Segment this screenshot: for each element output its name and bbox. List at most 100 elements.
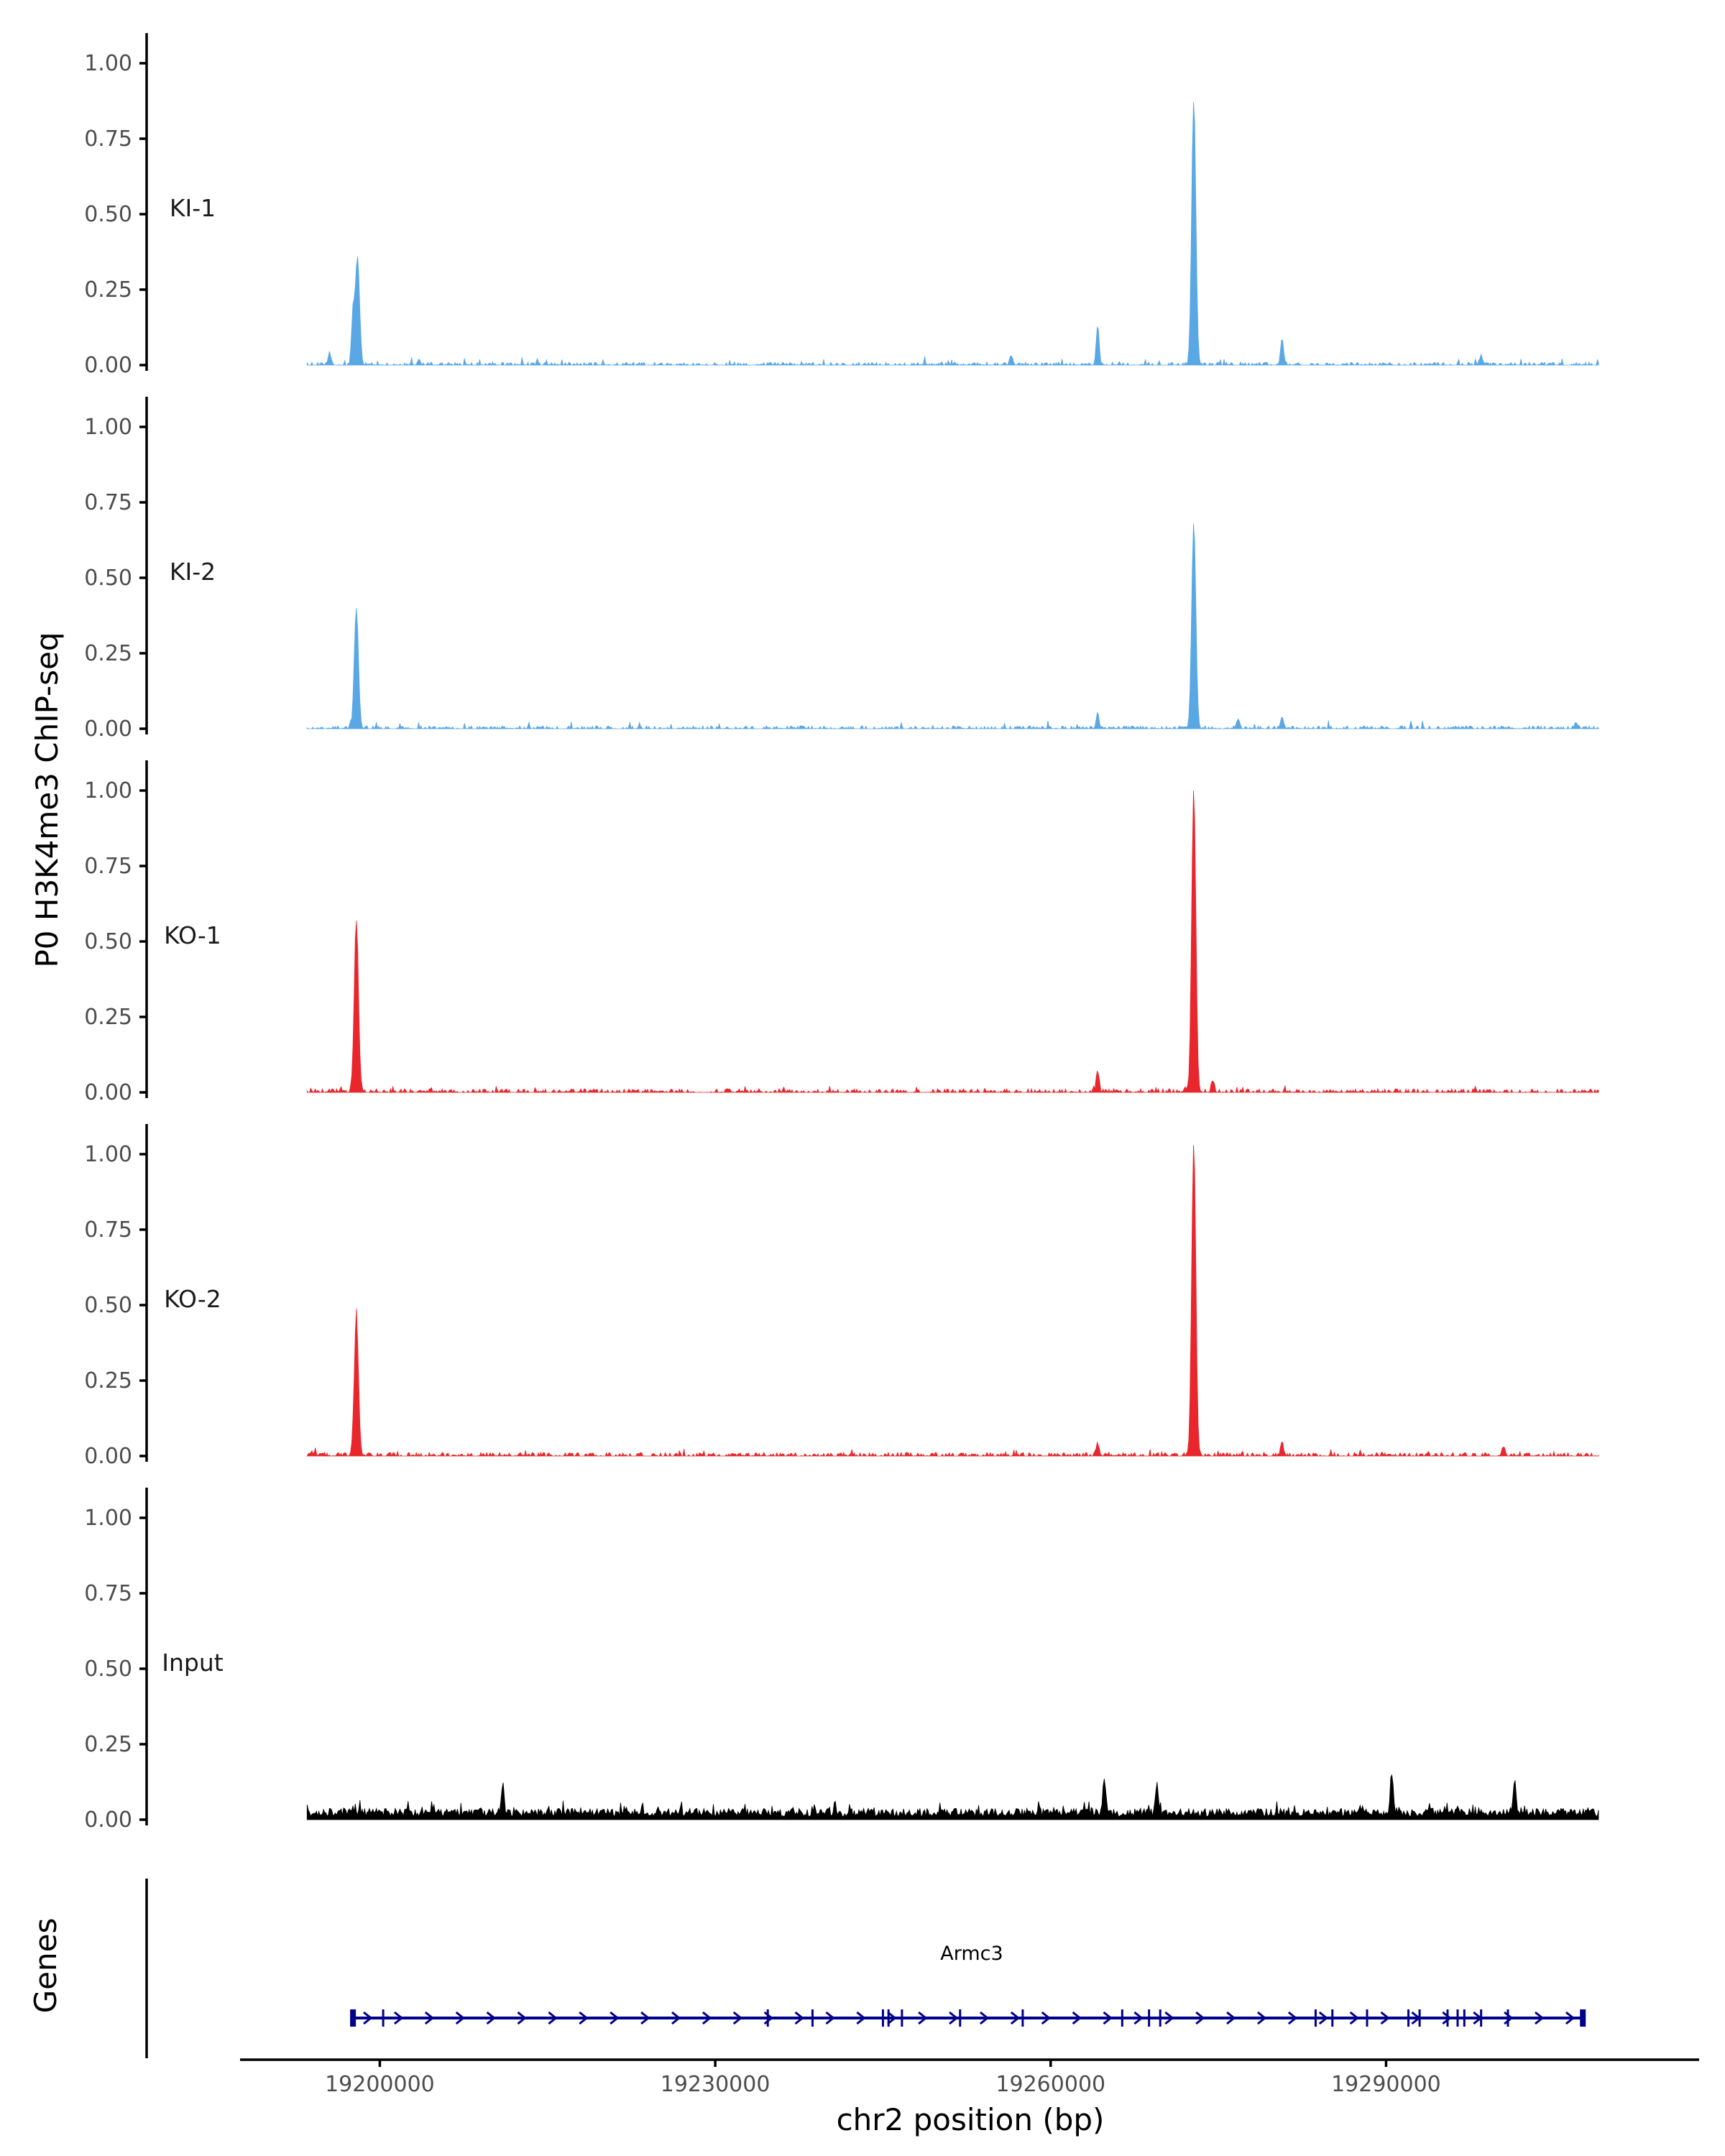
track-ko-1: 0.00 0.25 0.50 0.75 1.00 KO-1 <box>84 760 1599 1105</box>
y-tick-label: 0.25 <box>84 1005 132 1030</box>
strand-arrow <box>363 2011 373 2025</box>
strand-arrow <box>671 2011 681 2025</box>
strand-arrow <box>856 2011 866 2025</box>
signal-area <box>306 1145 1599 1457</box>
strand-arrow <box>887 2011 897 2025</box>
strand-arrow <box>1226 2011 1236 2025</box>
track-input: 0.00 0.25 0.50 0.75 1.00 Input <box>84 1488 1599 1833</box>
exon <box>959 2009 962 2027</box>
y-tick-label: 0.50 <box>84 1657 132 1682</box>
y-tick-label: 0.50 <box>84 202 132 227</box>
y-tick-label: 0.25 <box>84 277 132 303</box>
strand-arrow <box>455 2011 466 2025</box>
exon <box>1366 2009 1368 2027</box>
signal-area <box>306 101 1599 367</box>
y-tick-label: 0.75 <box>84 1217 132 1243</box>
x-axis: chr2 position (bp) 19200000 19230000 19260… <box>240 2058 1699 2137</box>
track-ki-2: 0.00 0.25 0.50 0.75 1.00 KI-2 <box>84 397 1599 742</box>
y-tick-label: 0.25 <box>84 1732 132 1757</box>
y-axis-title: P0 H3K4me3 ChIP-seq <box>29 632 65 967</box>
exon <box>1463 2009 1466 2027</box>
exon <box>1331 2009 1334 2027</box>
strand-arrow <box>640 2011 650 2025</box>
strand-arrow <box>1103 2011 1113 2025</box>
signal-area <box>306 523 1599 730</box>
track-label: Input <box>162 1649 224 1677</box>
y-tick-label: 0.50 <box>84 929 132 954</box>
track-label: KI-1 <box>170 194 216 222</box>
genes-panel-title: Genes <box>28 1918 63 2014</box>
strand-arrow <box>1041 2011 1052 2025</box>
y-tick-label: 0.50 <box>84 1293 132 1318</box>
strand-arrow <box>1565 2011 1576 2025</box>
strand-arrow <box>732 2011 743 2025</box>
y-tick-label: 1.00 <box>84 51 132 76</box>
y-tick-label: 0.75 <box>84 1581 132 1606</box>
y-tick-label: 0.75 <box>84 490 132 515</box>
gene-label: Armc3 <box>940 1943 1003 1965</box>
exon <box>1446 2009 1449 2027</box>
strand-arrow <box>486 2011 496 2025</box>
strand-arrow <box>763 2011 774 2025</box>
exon <box>1314 2009 1317 2027</box>
x-tick-label: 19260000 <box>995 2072 1105 2097</box>
track-label: KO-2 <box>164 1285 221 1313</box>
strand-arrow <box>1380 2011 1390 2025</box>
exon <box>901 2009 903 2027</box>
exon <box>1148 2009 1151 2027</box>
strand-arrow <box>610 2011 620 2025</box>
y-tick-label: 0.00 <box>84 353 132 378</box>
x-tick-label: 19230000 <box>661 2072 770 2097</box>
y-tick-label: 1.00 <box>84 1506 132 1531</box>
strand-arrow <box>393 2011 404 2025</box>
exon <box>887 2009 890 2027</box>
exon <box>1121 2009 1123 2027</box>
exon <box>1506 2009 1509 2027</box>
strand-arrow <box>1072 2011 1082 2025</box>
y-tick-label: 0.00 <box>84 1080 132 1105</box>
strand-arrow <box>1164 2011 1174 2025</box>
y-tick-label: 0.75 <box>84 126 132 152</box>
exon <box>1407 2009 1410 2027</box>
y-tick-label: 0.25 <box>84 1368 132 1393</box>
x-axis-title: chr2 position (bp) <box>837 2102 1105 2137</box>
strand-arrow <box>1442 2011 1452 2025</box>
strand-arrow <box>702 2011 712 2025</box>
exon <box>766 2009 769 2027</box>
x-tick-label: 19290000 <box>1331 2072 1441 2097</box>
y-tick-label: 1.00 <box>84 1142 132 1167</box>
strand-arrow <box>1133 2011 1144 2025</box>
y-tick-label: 0.50 <box>84 566 132 591</box>
strand-arrow <box>1318 2011 1329 2025</box>
y-tick-label: 0.00 <box>84 1807 132 1833</box>
gene-model <box>350 2009 1586 2027</box>
y-tick-label: 0.75 <box>84 854 132 879</box>
strand-arrow <box>579 2011 589 2025</box>
strand-arrow <box>949 2011 959 2025</box>
strand-arrow <box>1349 2011 1360 2025</box>
y-tick-label: 1.00 <box>84 415 132 440</box>
track-label: KI-2 <box>170 558 216 586</box>
strand-arrow <box>1411 2011 1421 2025</box>
track-label: KO-1 <box>164 921 221 949</box>
exon <box>811 2009 814 2027</box>
strand-arrow <box>517 2011 527 2025</box>
x-tick-label: 19200000 <box>325 2072 435 2097</box>
strand-arrow <box>918 2011 928 2025</box>
strand-arrow <box>1504 2011 1514 2025</box>
strand-arrow <box>1195 2011 1205 2025</box>
exon <box>1159 2009 1162 2027</box>
exon <box>382 2009 385 2027</box>
y-tick-label: 1.00 <box>84 778 132 803</box>
track-ko-2: 0.00 0.25 0.50 0.75 1.00 KO-2 <box>84 1124 1599 1469</box>
y-tick-label: 0.00 <box>84 1444 132 1469</box>
strand-arrow <box>1010 2011 1021 2025</box>
strand-arrow <box>825 2011 835 2025</box>
y-tick-label: 0.00 <box>84 717 132 742</box>
exon <box>1021 2009 1024 2027</box>
exon <box>1456 2009 1459 2027</box>
strand-arrow <box>548 2011 558 2025</box>
strand-arrow <box>1473 2011 1483 2025</box>
strand-arrow <box>1535 2011 1545 2025</box>
exon <box>350 2009 356 2027</box>
